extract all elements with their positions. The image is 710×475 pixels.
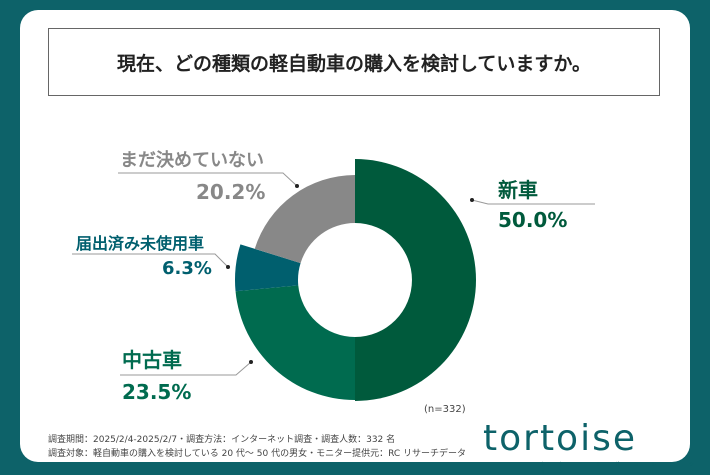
leader-line-3 xyxy=(118,172,298,187)
logo: tortoise xyxy=(483,418,637,459)
chart-title: 現在、どの種類の軽自動車の購入を検討していますか。 xyxy=(48,28,660,96)
logo-subtitle: ホ ケ ー モ ダ コ レ ー シ ョ ン xyxy=(540,462,700,475)
value-new: 50.0% xyxy=(498,208,568,232)
leader-line-0 xyxy=(471,199,595,205)
slice-2 xyxy=(235,244,301,292)
leader-dot-3 xyxy=(295,184,299,188)
label-used: 中古車 xyxy=(122,348,182,372)
footer-line-2: 調査対象：軽自動車の購入を検討している 20 代～ 50 代の男女・モニター提供… xyxy=(48,449,467,459)
label-unused: 届出済み未使用車 xyxy=(76,234,205,253)
leader-dot-1 xyxy=(249,360,253,364)
leader-dot-2 xyxy=(226,265,230,269)
value-used: 23.5% xyxy=(122,380,192,404)
footer-line-1: 調査期間：2025/2/4-2025/2/7・調査方法：インターネット調査・調査… xyxy=(48,435,396,445)
leader-line-1 xyxy=(120,361,252,376)
slice-3 xyxy=(254,175,355,264)
label-undecided: まだ決めていない xyxy=(120,150,264,171)
leader-dot-0 xyxy=(470,198,474,202)
value-unused: 6.3% xyxy=(162,258,212,279)
leader-line-2 xyxy=(72,253,229,268)
sample-size: (n=332) xyxy=(424,404,466,415)
slice-1 xyxy=(235,285,355,401)
value-undecided: 20.2% xyxy=(196,180,266,204)
label-new: 新車 xyxy=(498,178,538,202)
slice-0 xyxy=(355,159,476,401)
